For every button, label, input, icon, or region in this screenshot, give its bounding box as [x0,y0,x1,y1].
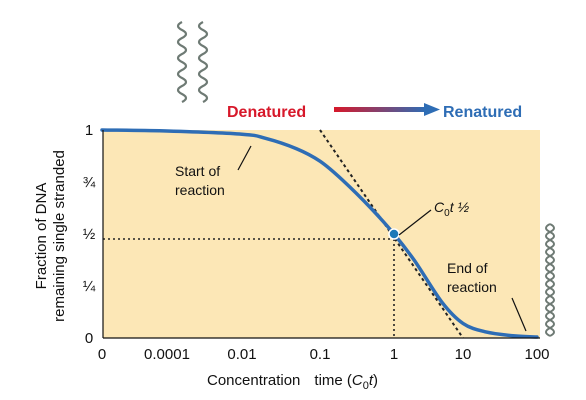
x-axis-title-sub: 0 [363,380,369,392]
single-strand-dna-icon [176,21,209,103]
renaturation-curve [100,128,539,339]
x-axis-title: Concentration time (C0t) [207,372,378,392]
c0t-half-annotation: C0t ½ [434,199,469,219]
y-tick-label: ½ [83,226,96,243]
y-tick-label: 1 [85,122,93,139]
start-annotation-line2: reaction [175,182,225,198]
x-axis-title-time: time ( [314,372,352,389]
end-annotation-line1: End of [447,260,488,276]
double-strand-dna-icon [545,223,555,337]
x-tick-label: 1 [390,346,398,363]
y-tick-label: ¾ [83,174,96,191]
denatured-to-renatured-arrow [334,103,440,116]
start-annotation-pointer [237,145,252,171]
x-axis-title-main: Concentration [207,372,300,389]
y-axis-title: Fraction of DNA remaining single strande… [33,150,68,322]
x-tick-label: 0.01 [227,346,256,363]
start-annotation-line1: Start of [175,163,220,179]
y-tick-labels: 0 ¼ ½ ¾ 1 [83,122,96,347]
x-axis-title-t: t [369,372,374,389]
c0t-c: C [434,199,445,215]
c0t-rest: t ½ [450,199,470,215]
c0t-half-pointer [398,209,432,236]
x-tick-label: 10 [455,346,472,363]
end-annotation-pointer [511,297,527,332]
y-axis-title-line1: Fraction of DNA [33,183,50,290]
x-tick-label: 0 [98,346,106,363]
renatured-label: Renatured [443,104,522,121]
x-tick-labels: 0 0.0001 0.01 0.1 1 10 100 [98,346,550,363]
y-tick-label: 0 [85,330,93,347]
x-axis-title-close: ) [373,372,378,389]
y-axis-title-line2: remaining single stranded [51,150,68,322]
plot-background [103,130,540,338]
x-tick-label: 0.1 [310,346,331,363]
x-tick-label: 100 [524,346,549,363]
x-axis-title-c: C [352,372,363,389]
end-annotation-line2: reaction [447,279,497,295]
c0t-sub: 0 [444,208,450,219]
y-tick-label: ¼ [83,278,96,295]
half-point-marker [388,228,400,240]
denatured-label: Denatured [227,104,306,121]
x-tick-label: 0.0001 [144,346,190,363]
